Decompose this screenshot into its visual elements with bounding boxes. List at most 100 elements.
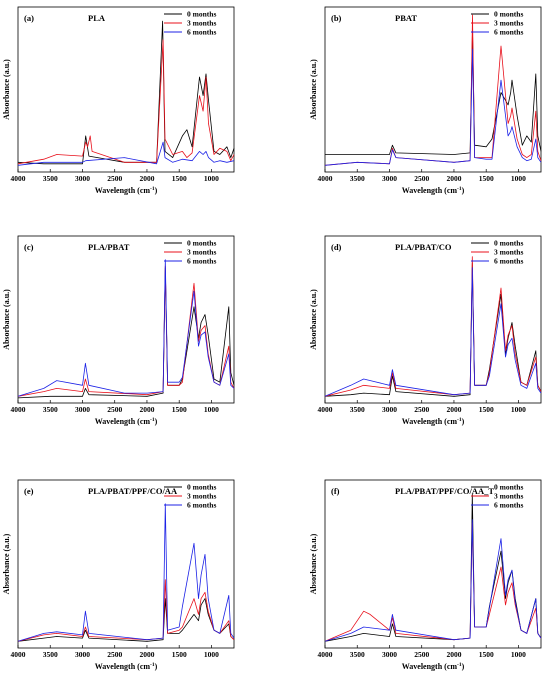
plot-frame — [324, 479, 542, 649]
series-line-3-months — [17, 579, 235, 642]
x-tick-label: 3000 — [75, 405, 90, 414]
panel-title: PLA/PBAT/CO — [395, 242, 452, 252]
legend-label: 6 months — [187, 257, 216, 266]
y-axis-label: Absorbance (a.u.) — [309, 533, 318, 594]
x-tick-label: 4000 — [318, 174, 333, 183]
series-line-0-months — [325, 30, 542, 155]
x-tick-label: 1500 — [172, 650, 187, 659]
x-tick-label: 3000 — [382, 405, 397, 414]
x-tick-label: 3000 — [382, 174, 397, 183]
series-line-0-months — [324, 262, 542, 397]
x-axis-label: Wavelength (cm-1) — [402, 417, 465, 426]
chart-panel-d: 4000 3500 3000 2500 2000 1500 1000 Wavelength (… — [309, 235, 542, 426]
series-line-0-months — [17, 20, 235, 165]
x-tick-label: 4000 — [318, 650, 333, 659]
x-tick-label: 2500 — [414, 174, 429, 183]
panel-title: PLA/PBAT/PPF/CO/AA_T — [395, 486, 494, 496]
panel-title: PLA — [88, 13, 106, 23]
plot-frame — [17, 479, 235, 649]
legend-label: 0 months — [494, 239, 523, 248]
x-tick-label: 2000 — [139, 174, 154, 183]
x-tick-label: 3500 — [350, 650, 365, 659]
chart-panel-f: 4000 3500 3000 2500 2000 1500 1000 Wavelength (… — [309, 479, 542, 671]
panel-title: PLA/PBAT — [88, 242, 130, 252]
y-axis-label: Absorbance (a.u.) — [309, 59, 318, 120]
legend-label: 3 months — [187, 492, 216, 501]
x-axis-label-superscript: -1 — [150, 186, 155, 192]
legend-label: 0 months — [187, 10, 216, 19]
series-line-3-months — [324, 256, 542, 397]
x-tick-label: 2000 — [446, 174, 461, 183]
x-tick-label: 3500 — [350, 405, 365, 414]
panel-label: (f) — [331, 486, 340, 496]
series-line-6-months — [324, 48, 542, 166]
y-axis-label: Absorbance (a.u.) — [2, 533, 11, 594]
x-axis-label: Wavelength (cm-1) — [402, 662, 465, 671]
panel-label: (d) — [331, 242, 342, 252]
series-line-0-months — [17, 598, 235, 642]
legend-label: 6 months — [494, 28, 523, 37]
x-tick-label: 2500 — [107, 405, 122, 414]
x-tick-label: 3500 — [350, 174, 365, 183]
legend-label: 6 months — [494, 257, 523, 266]
x-tick-label: 3500 — [43, 174, 58, 183]
panel-label: (b) — [331, 13, 342, 23]
series-line-6-months — [17, 259, 235, 397]
chart-panel-e: 4000 3500 3000 2500 2000 1500 1000 Wavelength (… — [2, 479, 235, 671]
x-tick-label: 2500 — [414, 405, 429, 414]
x-tick-label: 1500 — [172, 174, 187, 183]
x-tick-label: 4000 — [11, 650, 26, 659]
x-tick-label: 1000 — [511, 174, 526, 183]
series-line-6-months — [17, 141, 235, 166]
x-tick-label: 1500 — [479, 650, 494, 659]
y-axis-label: Absorbance (a.u.) — [2, 289, 11, 350]
x-axis-label-close: ) — [462, 186, 465, 195]
x-tick-label: 1000 — [204, 174, 219, 183]
legend-label: 6 months — [187, 501, 216, 510]
series-line-3-months — [17, 39, 235, 165]
x-axis-label: Wavelength (cm-1) — [95, 186, 158, 195]
x-tick-label: 2500 — [414, 650, 429, 659]
x-tick-label: 1500 — [172, 405, 187, 414]
panel-label: (a) — [24, 13, 34, 23]
x-axis-label-superscript: -1 — [150, 417, 155, 423]
x-axis-label-close: ) — [462, 662, 465, 671]
plot-frame — [324, 235, 542, 404]
panel-title: PLA/PBAT/PPF/CO/AA — [88, 486, 178, 496]
series-line-0-months — [17, 267, 235, 399]
series-line-6-months — [324, 519, 542, 642]
x-tick-label: 1000 — [204, 405, 219, 414]
x-tick-label: 3500 — [43, 405, 58, 414]
plot-frame — [324, 6, 542, 173]
x-axis-label-close: ) — [462, 417, 465, 426]
legend-label: 3 months — [187, 19, 216, 28]
x-tick-label: 1500 — [479, 174, 494, 183]
chart-panel-b: 4000 3500 3000 2500 2000 1500 1000 Wavelength (… — [309, 6, 542, 195]
x-tick-label: 2500 — [107, 650, 122, 659]
x-tick-label: 3500 — [43, 650, 58, 659]
panel-label: (e) — [24, 486, 34, 496]
x-tick-label: 2000 — [139, 650, 154, 659]
x-tick-label: 3000 — [75, 650, 90, 659]
plot-frame — [17, 6, 235, 173]
x-axis-label: Wavelength (cm-1) — [95, 662, 158, 671]
x-tick-label: 3000 — [75, 174, 90, 183]
legend-label: 0 months — [187, 239, 216, 248]
x-axis-label-superscript: -1 — [457, 417, 462, 423]
legend-label: 3 months — [494, 248, 523, 257]
legend-label: 3 months — [494, 19, 523, 28]
plot-frame — [17, 235, 235, 404]
x-axis-label: Wavelength (cm-1) — [95, 417, 158, 426]
x-tick-label: 2500 — [107, 174, 122, 183]
series-line-6-months — [17, 503, 235, 642]
legend-label: 0 months — [187, 483, 216, 492]
panel-label: (c) — [24, 242, 34, 252]
legend-label: 3 months — [494, 492, 523, 501]
x-axis-label-superscript: -1 — [150, 662, 155, 668]
series-line-3-months — [324, 14, 542, 166]
chart-panel-c: 4000 3500 3000 2500 2000 1500 1000 Wavelength (… — [2, 235, 235, 426]
x-tick-label: 3000 — [382, 650, 397, 659]
y-axis-label: Absorbance (a.u.) — [309, 289, 318, 350]
series-line-6-months — [324, 267, 542, 397]
